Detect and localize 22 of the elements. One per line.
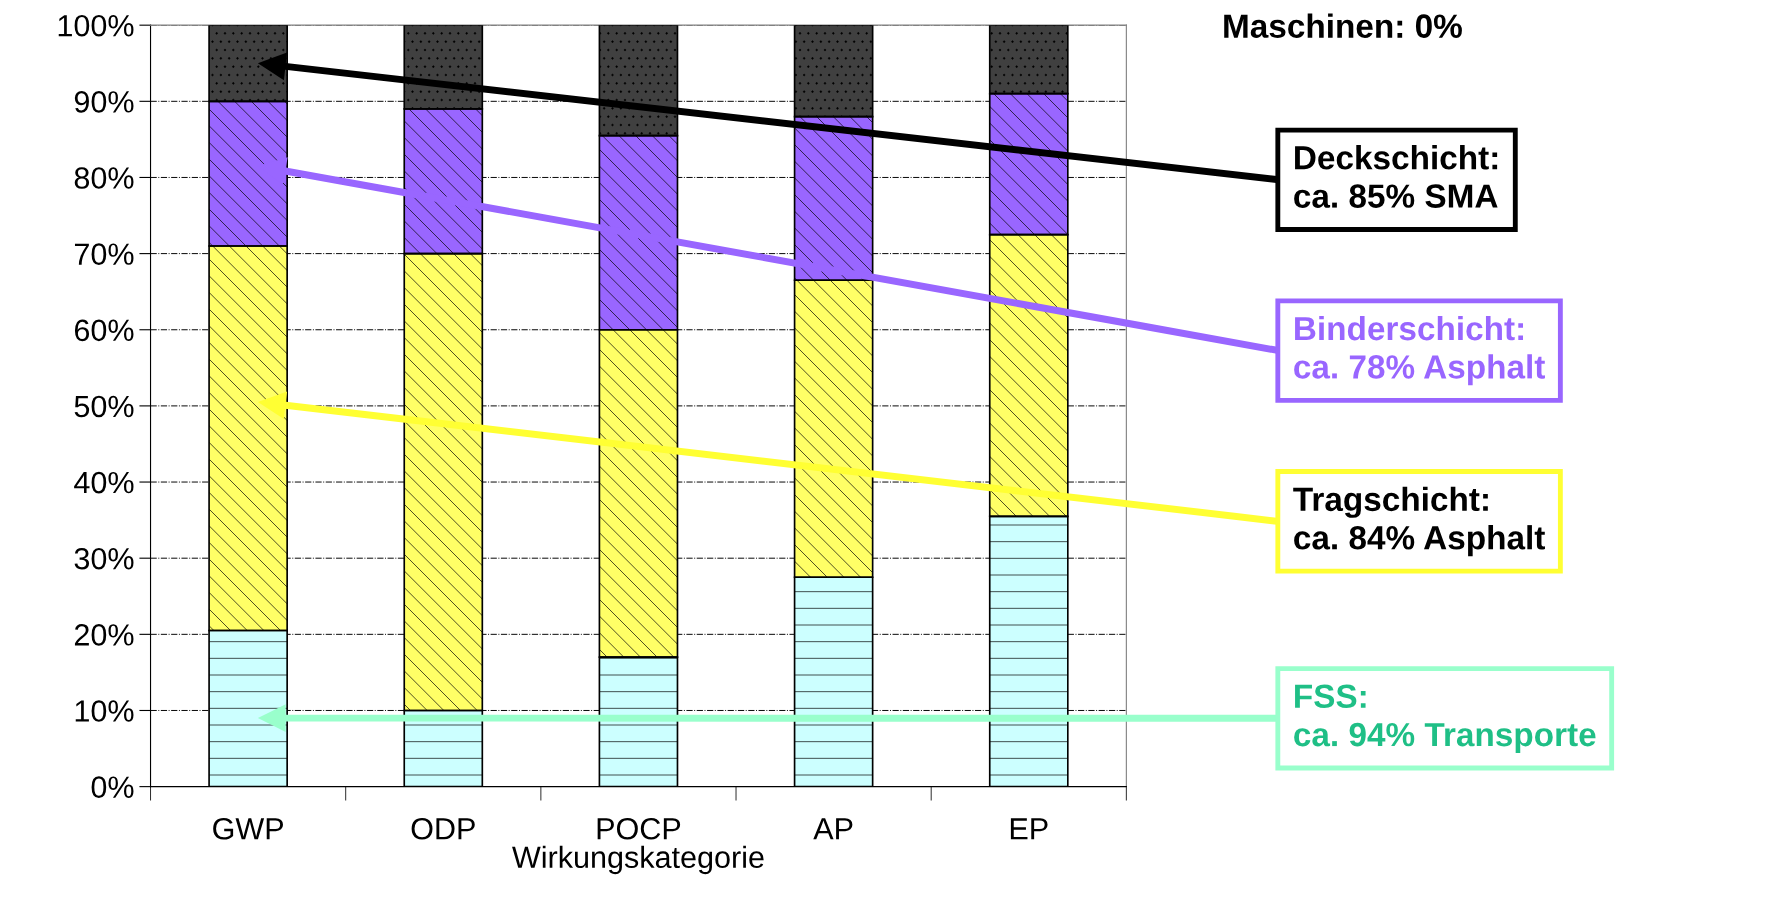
y-tick-label: 20% (74, 624, 134, 646)
y-tick-label: 60% (74, 319, 134, 342)
text: FSS: ca. 94% Transporte (1294, 684, 1596, 753)
x-tick-label: EP (1010, 818, 1048, 840)
x-tick-label: AP (813, 818, 853, 840)
y-tick-label: 10% (75, 700, 134, 722)
y-tick-label: 50% (74, 395, 134, 418)
y-tick-label: 30% (74, 547, 134, 570)
x-axis-title: Wirkungskategorie (512, 845, 764, 875)
text: Binderschicht: ca. 78% Asphalt (1294, 315, 1545, 386)
x-tick-label: GWP (213, 817, 283, 840)
y-tick-label: 80% (74, 167, 134, 189)
text: Deckschicht: ca. 85% SMA (1294, 145, 1498, 208)
y-tick-label: 0% (91, 776, 134, 798)
y-tick-label: 70% (74, 243, 134, 265)
x-tick-label: POCP (597, 817, 681, 840)
y-tick-label: 90% (74, 91, 134, 113)
text: Maschinen: 0% (1224, 13, 1462, 38)
text: Tragschicht: ca. 84% Asphalt (1293, 486, 1545, 557)
y-tick-label: 40% (74, 471, 134, 494)
x-tick-label: ODP (411, 817, 475, 840)
y-tick-label: 100% (58, 14, 134, 37)
